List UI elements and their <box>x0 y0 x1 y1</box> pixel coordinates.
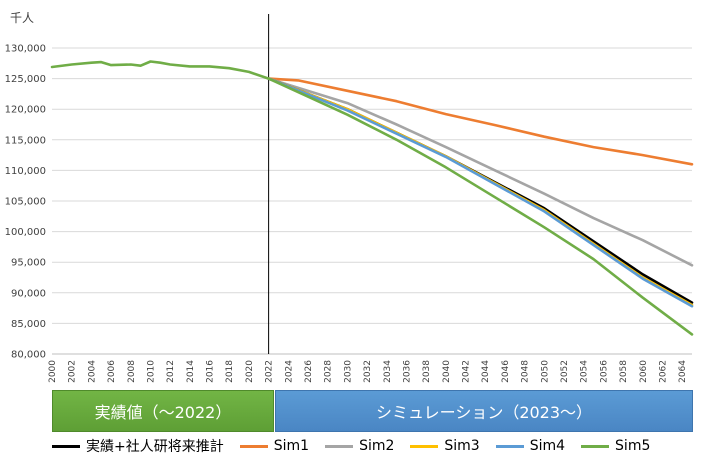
legend-swatch-sim4 <box>495 444 524 448</box>
series-lines <box>50 60 694 336</box>
y-tick-label: 100,000 <box>5 227 46 238</box>
x-tick-label: 2028 <box>324 360 334 383</box>
x-tick-label: 2036 <box>402 360 412 383</box>
y-unit-label: 千人 <box>10 11 34 25</box>
gridlines <box>52 14 692 355</box>
y-tick-label: 110,000 <box>5 166 46 177</box>
x-tick-label: 2030 <box>343 360 353 383</box>
legend-label-sim4: Sim4 <box>529 438 566 454</box>
legend-label-sim3: Sim3 <box>444 438 480 454</box>
x-tick-label: 2032 <box>363 360 373 383</box>
x-tick-label: 2064 <box>678 360 688 383</box>
y-tick-label: 115,000 <box>5 135 46 146</box>
population-line-chart: 80,000 85,000 90,000 95,000 100,000 105,000 11… <box>5 11 694 383</box>
x-tick-label: 2042 <box>462 360 472 383</box>
simulation-period-banner: シミュレーション（2023～） <box>275 390 693 432</box>
actual-period-banner: 実績値（～2022） <box>52 390 274 432</box>
legend-item-actual: 実績+社人研将来推計 <box>52 436 224 456</box>
x-tick-label: 2040 <box>442 360 452 383</box>
x-tick-label: 2014 <box>186 360 196 383</box>
legend-swatch-sim3 <box>410 444 439 448</box>
legend-item-sim3: Sim3 <box>410 438 480 454</box>
x-tick-label: 2060 <box>639 360 649 383</box>
legend-label-sim1: Sim1 <box>273 438 310 454</box>
x-tick-label: 2054 <box>580 360 590 383</box>
x-tick-label: 2002 <box>68 360 78 383</box>
x-tick-label: 2018 <box>225 360 235 383</box>
x-tick-label: 2026 <box>304 360 314 383</box>
legend-label-sim5: Sim5 <box>615 438 651 454</box>
y-tick-label: 120,000 <box>5 105 46 116</box>
y-tick-label: 125,000 <box>5 74 46 85</box>
series-line-sim5 <box>50 60 694 336</box>
legend-item-sim5: Sim5 <box>581 438 650 454</box>
x-tick-label: 2010 <box>146 360 156 383</box>
series-line-sim1 <box>267 77 694 166</box>
x-tick-label: 2044 <box>481 360 491 383</box>
y-axis-ticks: 80,000 85,000 90,000 95,000 100,000 105,000 11… <box>5 44 46 361</box>
x-tick-label: 2050 <box>540 360 550 383</box>
legend-swatch-sim5 <box>581 444 610 448</box>
series-line-sim4 <box>267 77 694 308</box>
legend-swatch-sim1 <box>239 444 268 448</box>
y-tick-label: 90,000 <box>11 288 46 299</box>
x-tick-label: 2048 <box>521 360 531 383</box>
x-tick-label: 2052 <box>560 360 570 383</box>
series-line-sim3 <box>267 77 694 307</box>
x-tick-label: 2058 <box>619 360 629 383</box>
y-tick-label: 130,000 <box>5 44 46 55</box>
x-tick-label: 2000 <box>48 360 58 383</box>
x-tick-label: 2034 <box>383 360 393 383</box>
series-line-sim2 <box>267 77 694 267</box>
legend: 実績+社人研将来推計 Sim1 Sim2 Sim3 Sim4 Sim5 <box>52 436 712 456</box>
y-tick-label: 95,000 <box>11 258 46 269</box>
x-tick-label: 2004 <box>87 360 97 383</box>
legend-item-sim1: Sim1 <box>239 438 310 454</box>
y-tick-label: 80,000 <box>11 350 46 361</box>
x-tick-label: 2024 <box>284 360 294 383</box>
y-tick-label: 85,000 <box>11 319 46 330</box>
x-tick-label: 2038 <box>422 360 432 383</box>
x-tick-label: 2020 <box>245 360 255 383</box>
x-axis-ticks: 2000 2002 2004 2006 2008 2010 2012 2014 2016 2018… <box>48 360 688 383</box>
x-tick-label: 2022 <box>265 360 275 383</box>
x-tick-label: 2008 <box>127 360 137 383</box>
x-tick-label: 2012 <box>166 360 176 383</box>
legend-swatch-sim2 <box>325 444 354 448</box>
y-tick-label: 105,000 <box>5 197 46 208</box>
legend-swatch-actual <box>52 444 80 448</box>
x-tick-label: 2056 <box>599 360 609 383</box>
x-tick-label: 2046 <box>501 360 511 383</box>
x-tick-label: 2062 <box>658 360 668 383</box>
x-tick-label: 2006 <box>107 360 117 383</box>
legend-label-actual: 実績+社人研将来推計 <box>86 439 224 455</box>
x-tick-label: 2016 <box>206 360 216 383</box>
legend-item-sim4: Sim4 <box>495 438 566 454</box>
legend-item-sim2: Sim2 <box>325 438 394 454</box>
legend-label-sim2: Sim2 <box>359 438 395 454</box>
